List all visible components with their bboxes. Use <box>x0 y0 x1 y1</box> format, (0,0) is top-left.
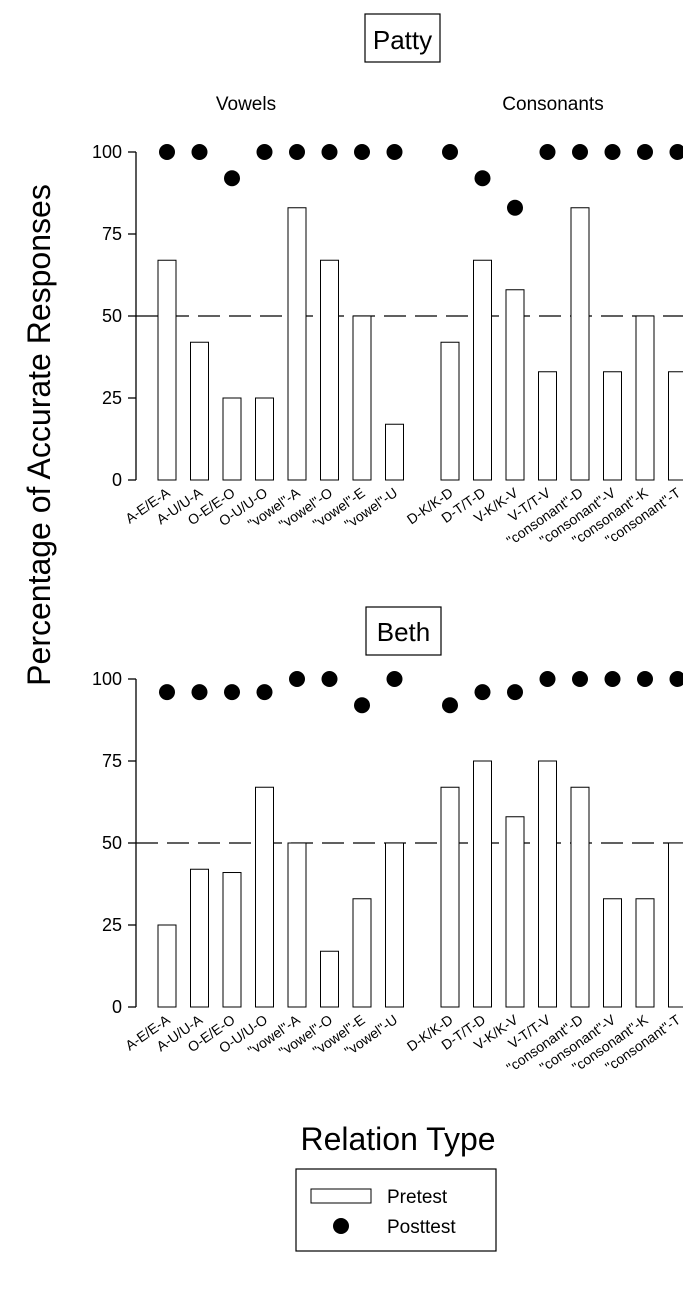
legend: Pretest Posttest <box>295 1168 497 1252</box>
posttest-point-consonant <box>669 671 683 687</box>
posttest-point-consonant <box>669 144 683 160</box>
posttest-point-consonant <box>474 170 491 187</box>
posttest-point-vowel <box>289 144 305 160</box>
posttest-point-vowel <box>224 170 240 187</box>
x-axis-title: Relation Type <box>300 1121 495 1157</box>
posttest-point-consonant <box>507 684 523 701</box>
group-label-consonants: Consonants <box>502 94 603 115</box>
y-tick-label: 0 <box>112 997 122 1017</box>
y-tick-label: 25 <box>102 388 122 408</box>
pretest-bar-vowel <box>222 397 242 481</box>
posttest-point-consonant <box>637 671 653 687</box>
pretest-bar-vowel <box>352 898 372 1008</box>
y-tick-label: 25 <box>102 915 122 935</box>
panel-title-box <box>364 13 441 63</box>
posttest-point-consonant <box>474 684 491 701</box>
pretest-bar-consonant <box>440 341 460 481</box>
legend-box <box>295 1168 497 1252</box>
posttest-point-vowel <box>256 684 273 701</box>
posttest-point-consonant <box>507 199 523 216</box>
pretest-bar-consonant <box>440 786 460 1008</box>
pretest-bar-consonant <box>603 371 622 481</box>
posttest-point-vowel <box>354 697 370 714</box>
y-tick-label: 100 <box>92 669 122 689</box>
posttest-point-vowel <box>354 144 370 160</box>
pretest-bar-vowel <box>157 924 177 1008</box>
posttest-point-vowel <box>191 144 208 160</box>
pretest-bar-vowel <box>320 950 339 1008</box>
panel-title: Patty <box>373 25 432 55</box>
posttest-point-vowel <box>191 684 208 701</box>
legend-pretest-label: Pretest <box>387 1187 448 1208</box>
y-tick-label: 0 <box>112 470 122 490</box>
pretest-bar-consonant <box>635 315 655 481</box>
pretest-bar-consonant <box>635 898 655 1008</box>
pretest-bar-vowel <box>352 315 372 481</box>
y-tick-label: 50 <box>102 833 122 853</box>
posttest-point-vowel <box>256 144 273 160</box>
posttest-point-vowel <box>159 684 175 701</box>
pretest-bar-vowel <box>190 341 209 481</box>
y-tick-label: 100 <box>92 142 122 162</box>
pretest-bar-consonant <box>538 760 557 1008</box>
pretest-bar-vowel <box>287 842 307 1008</box>
group-label-vowels: Vowels <box>216 94 276 115</box>
panel-beth: Beth0255075100A-E/E-AA-U/U-AO-E/E-OO-U/U… <box>92 606 683 1076</box>
posttest-point-consonant <box>572 671 588 687</box>
pretest-bar-consonant <box>473 760 492 1008</box>
pretest-bar-vowel <box>222 872 242 1008</box>
posttest-point-vowel <box>321 144 338 160</box>
y-tick-label: 50 <box>102 306 122 326</box>
pretest-bar-vowel <box>255 786 274 1008</box>
legend-posttest-label: Posttest <box>387 1217 456 1238</box>
y-axis-title: Percentage of Accurate Responses <box>21 184 57 686</box>
posttest-point-consonant <box>572 144 588 160</box>
pretest-bar-vowel <box>157 259 177 481</box>
posttest-point-consonant <box>539 144 556 160</box>
posttest-point-vowel <box>386 144 403 160</box>
y-tick-label: 75 <box>102 224 122 244</box>
pretest-bar-consonant <box>603 898 622 1008</box>
posttest-point-consonant <box>442 697 458 714</box>
pretest-bar-consonant <box>473 259 492 481</box>
pretest-bar-consonant <box>505 289 525 481</box>
posttest-point-vowel <box>289 671 305 687</box>
pretest-bar-vowel <box>255 397 274 481</box>
posttest-point-consonant <box>637 144 653 160</box>
posttest-point-vowel <box>321 671 338 687</box>
pretest-bar-consonant <box>570 786 590 1008</box>
legend-pretest-swatch <box>310 1188 372 1204</box>
pretest-bar-consonant <box>538 371 557 481</box>
panel-title-box <box>365 606 442 656</box>
pretest-bar-consonant <box>668 371 683 481</box>
posttest-point-consonant <box>604 671 621 687</box>
pretest-bar-vowel <box>287 207 307 481</box>
pretest-bar-vowel <box>385 423 404 481</box>
pretest-bar-consonant <box>570 207 590 481</box>
pretest-bar-vowel <box>385 842 404 1008</box>
y-tick-label: 75 <box>102 751 122 771</box>
posttest-point-consonant <box>604 144 621 160</box>
posttest-point-consonant <box>539 671 556 687</box>
posttest-point-vowel <box>386 671 403 687</box>
legend-posttest-marker <box>333 1218 349 1234</box>
posttest-point-consonant <box>442 144 458 160</box>
pretest-bar-consonant <box>505 816 525 1008</box>
pretest-bar-consonant <box>668 842 683 1008</box>
panel-title: Beth <box>377 617 431 647</box>
pretest-bar-vowel <box>320 259 339 481</box>
posttest-point-vowel <box>224 684 240 701</box>
posttest-point-vowel <box>159 144 175 160</box>
pretest-bar-vowel <box>190 868 209 1008</box>
